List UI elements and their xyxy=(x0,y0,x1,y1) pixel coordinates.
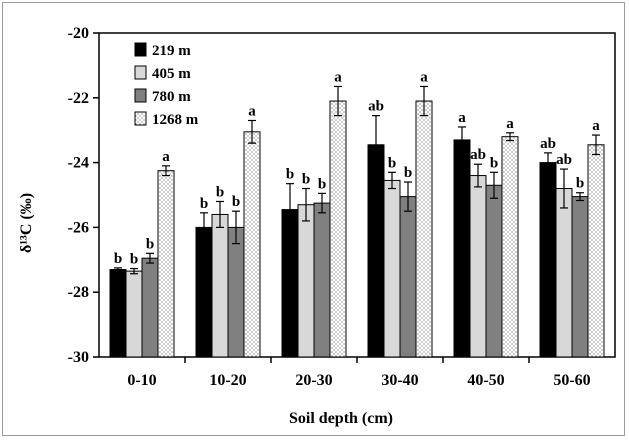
x-tick-label: 40-50 xyxy=(467,372,504,389)
legend-swatch xyxy=(134,88,147,103)
significance-label: b xyxy=(404,165,412,181)
significance-label: b xyxy=(490,155,498,171)
x-tick-label: 20-30 xyxy=(295,372,332,389)
bar xyxy=(571,196,589,358)
legend-swatch xyxy=(134,42,147,57)
significance-label: b xyxy=(200,196,208,212)
bar xyxy=(501,136,519,358)
y-tick-label: -22 xyxy=(68,90,89,107)
bar xyxy=(297,204,315,358)
y-tick-label: -26 xyxy=(68,219,89,236)
significance-label: b xyxy=(286,167,294,183)
bar xyxy=(125,270,143,358)
bar xyxy=(399,196,417,358)
bar xyxy=(329,100,347,358)
legend-label: 780 m xyxy=(152,89,191,105)
y-tick-label: -28 xyxy=(68,284,89,301)
legend-swatch xyxy=(134,111,147,126)
bar xyxy=(453,139,471,358)
significance-label: ab xyxy=(556,152,572,168)
bar xyxy=(141,257,159,358)
legend-swatch xyxy=(134,65,147,80)
significance-label: ab xyxy=(470,147,486,163)
bar xyxy=(587,144,605,358)
significance-label: a xyxy=(592,118,600,134)
significance-label: b xyxy=(232,194,240,210)
significance-label: b xyxy=(216,184,224,200)
x-tick-label: 10-20 xyxy=(209,372,246,389)
significance-label: a xyxy=(420,69,428,85)
x-axis-title: Soil depth (cm) xyxy=(289,410,393,427)
legend: 219 m 405 m 780 m 1268 m xyxy=(134,42,199,128)
legend-label: 405 m xyxy=(152,66,191,82)
significance-label: b xyxy=(318,176,326,192)
significance-label: a xyxy=(162,149,170,165)
y-axis-title: δ¹³C (‰) xyxy=(18,193,35,253)
significance-label: ab xyxy=(368,99,384,115)
axes: -20 -22 -24 -26 -28 -30 0-10 10-20 20-30 30-40 40-… xyxy=(68,25,616,389)
bar xyxy=(539,162,557,358)
significance-label: b xyxy=(114,251,122,267)
bar xyxy=(555,188,573,358)
chart-frame: -20 -22 -24 -26 -28 -30 0-10 10-20 20-30 30-40 40-… xyxy=(2,2,625,436)
bar xyxy=(109,269,127,358)
bar xyxy=(469,175,487,358)
y-tick-label: -24 xyxy=(68,155,89,172)
significance-label: b xyxy=(146,236,154,252)
x-tick-label: 50-60 xyxy=(553,372,590,389)
significance-label: b xyxy=(576,176,584,192)
significance-label: a xyxy=(334,69,342,85)
bar xyxy=(195,226,213,358)
bar xyxy=(415,100,433,358)
bar xyxy=(227,226,245,358)
significance-label: a xyxy=(458,110,466,126)
bar-chart: -20 -22 -24 -26 -28 -30 0-10 10-20 20-30 30-40 40-… xyxy=(18,25,616,427)
x-tick-label: 30-40 xyxy=(381,372,418,389)
significance-label: b xyxy=(388,155,396,171)
bar xyxy=(211,213,229,358)
significance-label: a xyxy=(248,103,256,119)
bars xyxy=(109,85,605,358)
y-tick-label: -20 xyxy=(68,25,89,42)
x-tick-label: 0-10 xyxy=(127,372,156,389)
legend-label: 1268 m xyxy=(152,112,199,128)
bar xyxy=(485,184,503,358)
bar xyxy=(313,202,331,358)
bar xyxy=(383,179,401,358)
significance-label: b xyxy=(130,252,138,268)
bar xyxy=(367,144,385,358)
significance-label: ab xyxy=(540,136,556,152)
y-tick-label: -30 xyxy=(68,349,89,366)
bar xyxy=(243,131,261,358)
bar xyxy=(157,170,175,358)
significance-label: b xyxy=(302,172,310,188)
legend-label: 219 m xyxy=(152,43,191,59)
significance-label: a xyxy=(506,116,514,132)
